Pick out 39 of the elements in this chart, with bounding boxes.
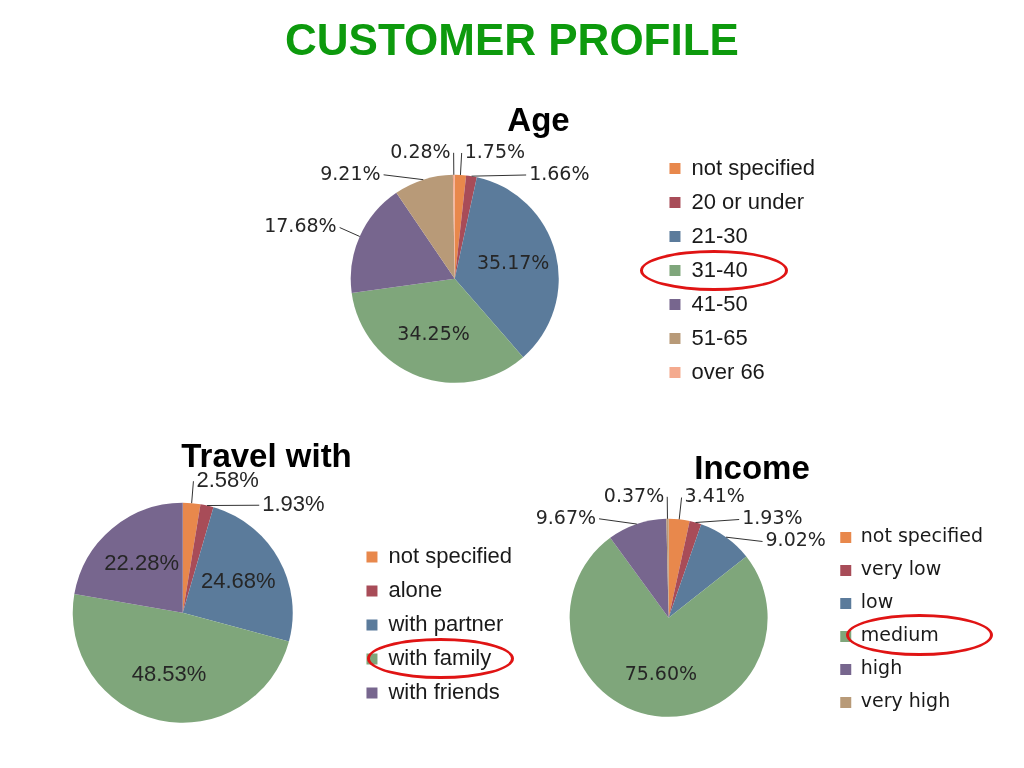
- legend-label: 51-65: [691, 324, 748, 350]
- data-label: 22.28%: [104, 550, 179, 576]
- legend-label: alone: [388, 577, 443, 603]
- legend-label: 41-50: [691, 290, 748, 316]
- legend-label: with family: [387, 645, 492, 671]
- legend-label: not specified: [860, 524, 983, 547]
- legend-label: not specified: [388, 543, 513, 569]
- legend-label: not specified: [691, 154, 816, 180]
- data-label: 1.93%: [262, 491, 325, 517]
- data-label: 1.75%: [464, 139, 526, 162]
- data-label: 3.41%: [684, 484, 745, 507]
- legend-label: with partner: [387, 611, 504, 637]
- chart-title: Income: [694, 448, 810, 486]
- legend-label: very low: [860, 557, 942, 580]
- data-label: 17.68%: [264, 214, 337, 237]
- chart-title: Age: [507, 100, 570, 138]
- text: CUSTOMER PROFILE: [285, 14, 739, 66]
- legend-label: low: [860, 590, 894, 613]
- data-label: 9.21%: [320, 161, 381, 184]
- data-label: 0.37%: [603, 483, 665, 506]
- data-label: 35.17%: [476, 250, 550, 273]
- data-label: 2.58%: [196, 467, 259, 493]
- data-label: 9.67%: [535, 505, 597, 528]
- data-label: 48.53%: [131, 661, 207, 687]
- legend-label: with friends: [387, 679, 500, 705]
- legend-label: very high: [860, 689, 951, 712]
- data-label: 75.60%: [624, 661, 698, 684]
- data-label: 24.68%: [201, 567, 276, 593]
- data-label: 34.25%: [397, 322, 470, 345]
- legend-label: medium: [860, 623, 939, 646]
- data-label: 9.02%: [765, 528, 826, 551]
- legend-label: 20 or under: [691, 188, 805, 214]
- legend-label: 21-30: [691, 222, 748, 248]
- legend-label: high: [860, 656, 903, 679]
- data-label: 0.28%: [390, 139, 451, 162]
- data-label: 1.66%: [529, 161, 590, 184]
- legend-label: over 66: [691, 358, 765, 384]
- legend-label: 31-40: [691, 256, 748, 282]
- data-label: 1.93%: [742, 506, 803, 529]
